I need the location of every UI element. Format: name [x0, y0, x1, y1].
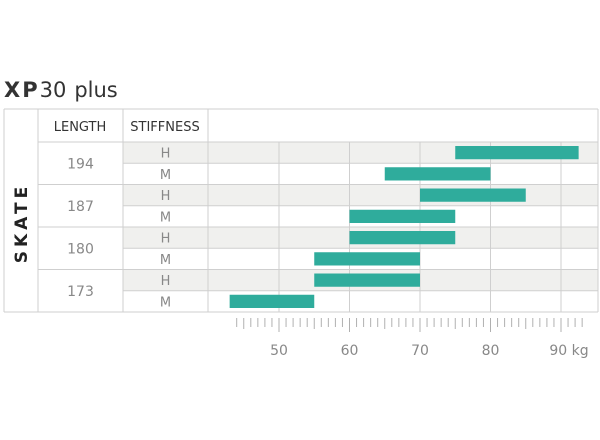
bar-194-M: [384, 167, 491, 181]
header-stiffness: STIFFNESS: [130, 120, 199, 135]
chart-title: XP30 plus: [4, 78, 118, 102]
bars: [229, 146, 579, 308]
bar-173-H: [314, 273, 420, 287]
length-label-173: 173: [67, 284, 94, 300]
axis-label-50: 50: [270, 343, 288, 359]
bar-187-H: [420, 188, 526, 202]
bar-194-H: [455, 146, 579, 160]
header-length: LENGTH: [54, 120, 107, 135]
title-suffix: plus: [74, 78, 117, 102]
axis-label-60: 60: [341, 343, 359, 359]
row-shade: [123, 184, 598, 206]
stiffness-label: H: [161, 232, 171, 247]
title-number: 30: [40, 78, 67, 102]
length-label-187: 187: [67, 199, 94, 215]
table-lines: [3, 108, 599, 313]
axis-label-70: 70: [411, 343, 429, 359]
length-label-180: 180: [67, 241, 94, 257]
bar-187-M: [349, 209, 456, 223]
stiffness-label: H: [161, 274, 171, 289]
bar-180-M: [314, 252, 420, 266]
side-label: SKATE: [12, 183, 32, 263]
bar-180-H: [349, 231, 456, 245]
title-model: XP: [4, 78, 40, 102]
bar-173-M: [229, 294, 315, 308]
stiffness-label: M: [160, 168, 171, 183]
stiffness-label: M: [160, 295, 171, 310]
axis-label-90: 90 kg: [549, 343, 588, 359]
stiffness-label: M: [160, 253, 171, 268]
length-label-194: 194: [67, 156, 94, 172]
x-axis: 50 60 70 80 90 kg: [236, 318, 589, 359]
axis-label-80: 80: [482, 343, 500, 359]
stiffness-label: H: [161, 189, 171, 204]
stiffness-label: M: [160, 210, 171, 225]
stiffness-label: H: [161, 147, 171, 162]
